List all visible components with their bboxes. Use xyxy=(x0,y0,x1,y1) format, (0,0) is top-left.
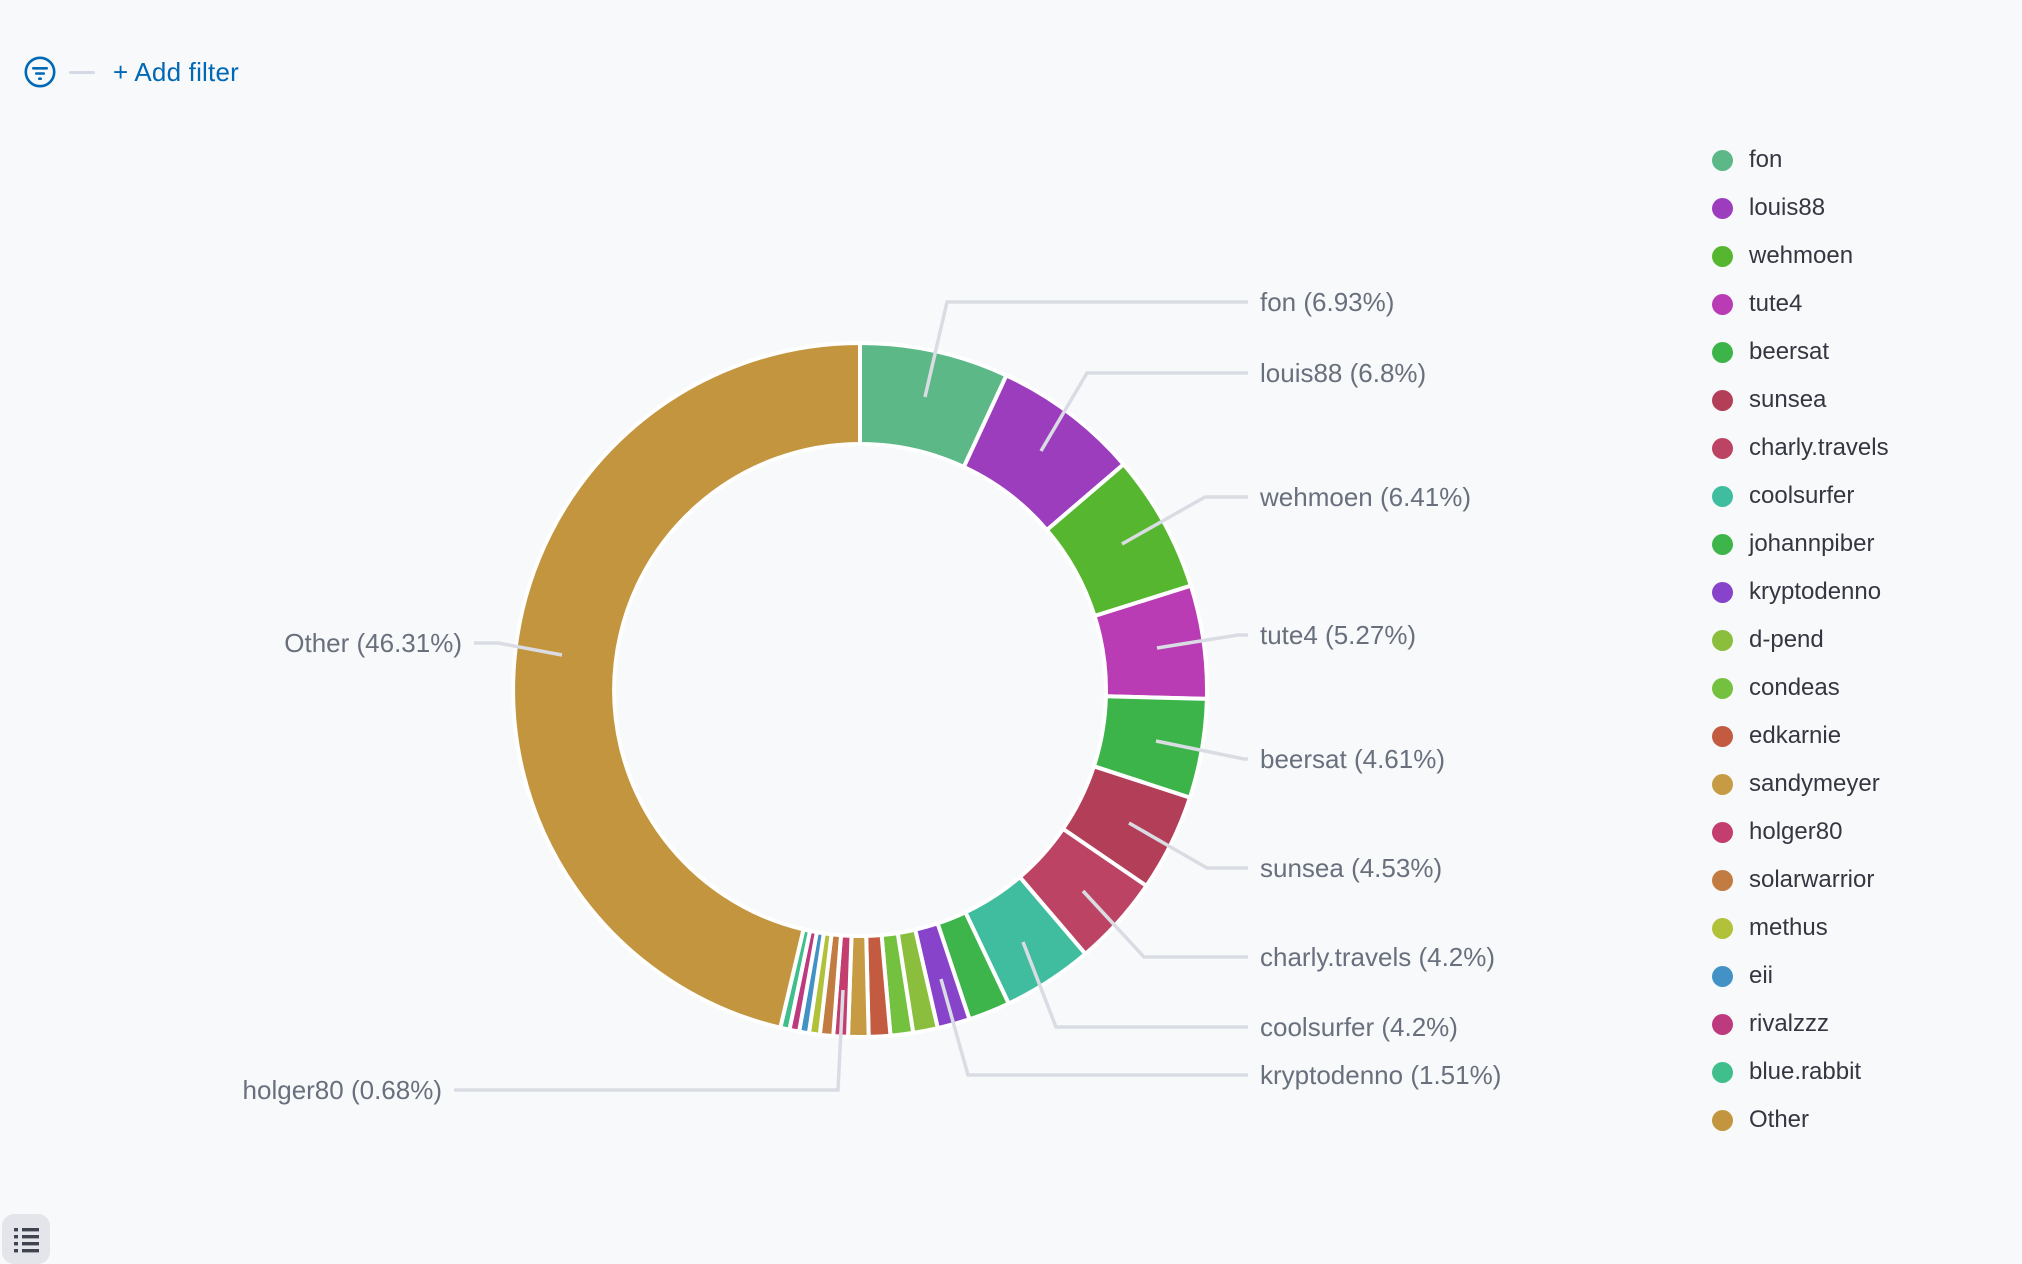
legend-swatch-kryptodenno xyxy=(1712,581,1733,603)
legend-swatch-eii xyxy=(1712,965,1733,987)
chart-legend: fon louis88 wehmoen tute4 beersat sunsea charl… xyxy=(1712,136,1889,1144)
legend-label: charly.travels xyxy=(1749,434,1889,461)
legend-label: holger80 xyxy=(1749,818,1843,845)
legend-swatch-condeas xyxy=(1712,677,1733,699)
legend-label: beersat xyxy=(1749,338,1830,365)
filter-bar: + Add filter xyxy=(23,54,239,90)
legend-label: tute4 xyxy=(1749,290,1803,317)
legend-label: d-pend xyxy=(1749,626,1824,653)
legend-item-Other[interactable]: Other xyxy=(1712,1096,1889,1144)
filter-circle-icon xyxy=(24,56,56,88)
callout-label-Other: Other (46.31%) xyxy=(284,628,462,658)
legend-label: edkarnie xyxy=(1749,722,1842,749)
legend-swatch-d-pend xyxy=(1712,629,1733,651)
leader-line-tute4 xyxy=(1156,633,1248,650)
legend-item-sunsea[interactable]: sunsea xyxy=(1712,376,1889,424)
legend-label: sandymeyer xyxy=(1749,770,1880,797)
legend-toggle-button[interactable] xyxy=(2,1214,50,1264)
legend-item-fon[interactable]: fon xyxy=(1712,136,1889,184)
legend-label: methus xyxy=(1749,914,1828,941)
legend-label: blue.rabbit xyxy=(1749,1058,1862,1085)
legend-swatch-charly.travels xyxy=(1712,437,1733,459)
filter-bar-divider xyxy=(69,70,95,74)
filter-menu-button[interactable] xyxy=(23,55,57,89)
legend-item-sandymeyer[interactable]: sandymeyer xyxy=(1712,760,1889,808)
leader-line-louis88 xyxy=(1039,371,1248,452)
list-icon xyxy=(13,1227,39,1252)
legend-item-holger80[interactable]: holger80 xyxy=(1712,808,1889,856)
legend-swatch-tute4 xyxy=(1712,293,1733,315)
legend-item-kryptodenno[interactable]: kryptodenno xyxy=(1712,568,1889,616)
legend-item-louis88[interactable]: louis88 xyxy=(1712,184,1889,232)
legend-label: coolsurfer xyxy=(1749,482,1855,509)
legend-item-coolsurfer[interactable]: coolsurfer xyxy=(1712,472,1889,520)
add-filter-button[interactable]: + Add filter xyxy=(113,57,239,87)
leader-line-sunsea xyxy=(1128,821,1248,870)
legend-label: solarwarrior xyxy=(1749,866,1875,893)
legend-item-d-pend[interactable]: d-pend xyxy=(1712,616,1889,664)
callout-label-beersat: beersat (4.61%) xyxy=(1260,744,1445,774)
legend-item-methus[interactable]: methus xyxy=(1712,904,1889,952)
legend-swatch-blue.rabbit xyxy=(1712,1061,1733,1083)
callout-label-wehmoen: wehmoen (6.41%) xyxy=(1260,482,1471,512)
legend-swatch-methus xyxy=(1712,917,1733,939)
callout-label-louis88: louis88 (6.8%) xyxy=(1260,358,1427,388)
legend-item-condeas[interactable]: condeas xyxy=(1712,664,1889,712)
legend-swatch-louis88 xyxy=(1712,197,1733,219)
legend-swatch-Other xyxy=(1712,1109,1733,1131)
legend-label: fon xyxy=(1749,146,1783,173)
slice-Other[interactable] xyxy=(511,341,862,1030)
legend-item-solarwarrior[interactable]: solarwarrior xyxy=(1712,856,1889,904)
legend-label: wehmoen xyxy=(1749,242,1854,269)
leader-line-charly.travels xyxy=(1081,889,1248,959)
legend-label: condeas xyxy=(1749,674,1840,701)
legend-label: eii xyxy=(1749,962,1774,989)
leader-line-beersat xyxy=(1155,739,1248,761)
legend-item-rivalzzz[interactable]: rivalzzz xyxy=(1712,1000,1889,1048)
legend-swatch-solarwarrior xyxy=(1712,869,1733,891)
legend-swatch-sandymeyer xyxy=(1712,773,1733,795)
legend-swatch-fon xyxy=(1712,149,1733,171)
legend-item-charly.travels[interactable]: charly.travels xyxy=(1712,424,1889,472)
legend-item-edkarnie[interactable]: edkarnie xyxy=(1712,712,1889,760)
legend-label: louis88 xyxy=(1749,194,1826,221)
legend-swatch-johannpiber xyxy=(1712,533,1733,555)
callout-label-tute4: tute4 (5.27%) xyxy=(1260,620,1417,650)
legend-label: rivalzzz xyxy=(1749,1010,1830,1037)
callout-label-sunsea: sunsea (4.53%) xyxy=(1260,853,1443,883)
leader-line-holger80 xyxy=(454,989,845,1092)
leader-line-kryptodenno xyxy=(939,978,1248,1077)
callout-label-coolsurfer: coolsurfer (4.2%) xyxy=(1260,1012,1458,1042)
legend-swatch-coolsurfer xyxy=(1712,485,1733,507)
legend-label: Other xyxy=(1749,1106,1810,1133)
legend-item-eii[interactable]: eii xyxy=(1712,952,1889,1000)
callout-label-kryptodenno: kryptodenno (1.51%) xyxy=(1260,1060,1502,1090)
legend-swatch-edkarnie xyxy=(1712,725,1733,747)
legend-label: johannpiber xyxy=(1749,530,1875,557)
legend-swatch-rivalzzz xyxy=(1712,1013,1733,1035)
legend-swatch-holger80 xyxy=(1712,821,1733,843)
legend-swatch-sunsea xyxy=(1712,389,1733,411)
legend-item-tute4[interactable]: tute4 xyxy=(1712,280,1889,328)
leader-line-wehmoen xyxy=(1121,495,1248,546)
legend-label: kryptodenno xyxy=(1749,578,1882,605)
leader-line-coolsurfer xyxy=(1021,941,1248,1029)
legend-swatch-beersat xyxy=(1712,341,1733,363)
legend-item-wehmoen[interactable]: wehmoen xyxy=(1712,232,1889,280)
legend-swatch-wehmoen xyxy=(1712,245,1733,267)
legend-item-blue.rabbit[interactable]: blue.rabbit xyxy=(1712,1048,1889,1096)
legend-label: sunsea xyxy=(1749,386,1827,413)
callout-label-fon: fon (6.93%) xyxy=(1260,287,1395,317)
callout-label-holger80: holger80 (0.68%) xyxy=(242,1075,442,1105)
legend-item-johannpiber[interactable]: johannpiber xyxy=(1712,520,1889,568)
legend-item-beersat[interactable]: beersat xyxy=(1712,328,1889,376)
callout-label-charly.travels: charly.travels (4.2%) xyxy=(1260,942,1496,972)
leader-line-fon xyxy=(923,300,1248,398)
leader-line-Other xyxy=(474,641,563,657)
